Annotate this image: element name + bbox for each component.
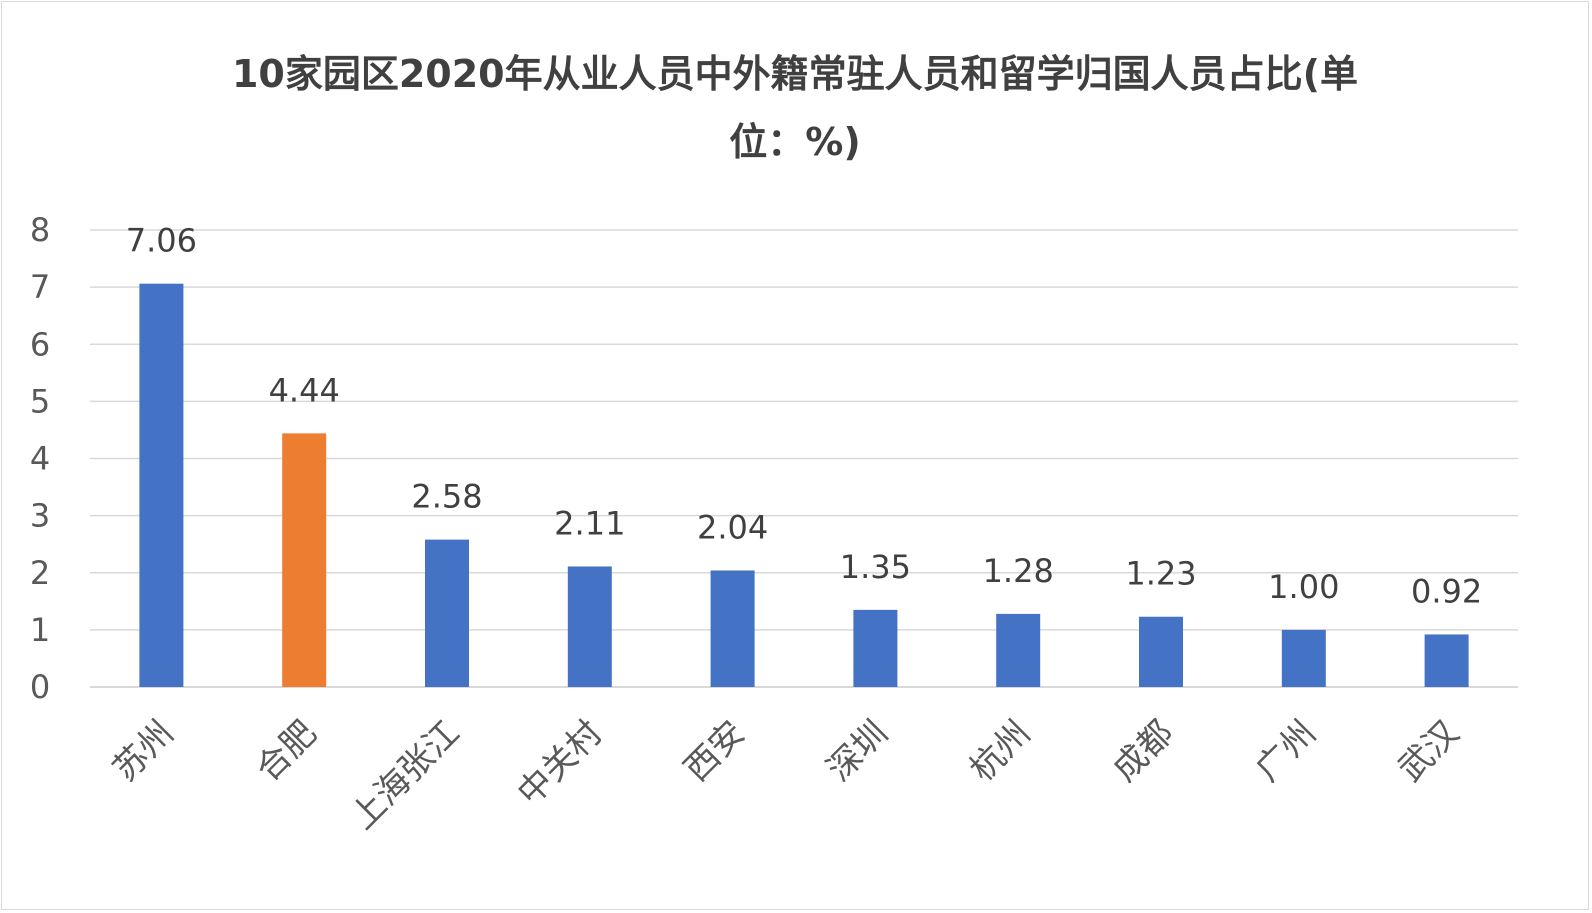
x-category-label: 成都 bbox=[1105, 713, 1181, 789]
y-tick-label: 8 bbox=[30, 211, 50, 249]
x-category-label: 武汉 bbox=[1391, 713, 1467, 789]
x-category-label: 深圳 bbox=[819, 713, 895, 789]
y-tick-label: 3 bbox=[30, 497, 50, 535]
bar bbox=[567, 566, 612, 687]
y-axis-ticks: 0 1 2 3 4 5 6 7 8 bbox=[30, 211, 50, 706]
data-label: 2.58 bbox=[411, 478, 482, 516]
x-category-label: 合肥 bbox=[248, 713, 324, 789]
bar bbox=[1281, 629, 1326, 687]
x-category-label: 苏州 bbox=[105, 713, 181, 789]
bar bbox=[710, 570, 755, 687]
data-label: 1.28 bbox=[983, 552, 1054, 590]
bar bbox=[853, 609, 898, 687]
bar bbox=[425, 539, 469, 687]
bars bbox=[139, 283, 1469, 687]
y-tick-label: 1 bbox=[30, 611, 50, 649]
x-category-label: 中关村 bbox=[510, 713, 610, 813]
y-tick-label: 7 bbox=[30, 268, 50, 306]
data-labels: 7.06 4.44 2.58 2.11 2.04 1.35 1.28 1.23 1.00 0.92 bbox=[126, 222, 1482, 611]
bar bbox=[996, 613, 1041, 687]
chart-title-line1: 10家园区2020年从业人员中外籍常驻人员和留学归国人员占比(单 bbox=[231, 52, 1358, 96]
bar bbox=[139, 283, 184, 687]
x-category-label: 杭州 bbox=[962, 713, 1038, 789]
data-label: 2.11 bbox=[554, 504, 625, 542]
y-tick-label: 2 bbox=[30, 554, 50, 592]
data-label: 1.00 bbox=[1268, 568, 1339, 606]
x-category-label: 上海张江 bbox=[343, 713, 467, 837]
data-label: 2.04 bbox=[697, 508, 768, 546]
data-label: 1.35 bbox=[840, 548, 911, 586]
x-category-label: 广州 bbox=[1248, 713, 1324, 789]
x-axis-categories: 苏州 合肥 上海张江 中关村 西安 深圳 杭州 成都 广州 武汉 bbox=[105, 713, 1467, 837]
bar bbox=[282, 433, 327, 687]
gridlines bbox=[90, 229, 1518, 688]
y-tick-label: 6 bbox=[30, 325, 50, 363]
y-tick-label: 4 bbox=[30, 440, 50, 478]
data-label: 0.92 bbox=[1411, 572, 1482, 610]
data-label: 1.23 bbox=[1125, 555, 1196, 593]
data-label: 7.06 bbox=[126, 222, 197, 260]
chart-title-line2: 位：%) bbox=[729, 120, 861, 164]
bar bbox=[1139, 616, 1183, 687]
y-tick-label: 0 bbox=[30, 668, 50, 706]
data-label: 4.44 bbox=[269, 371, 340, 409]
x-category-label: 西安 bbox=[677, 713, 753, 789]
bar bbox=[1424, 634, 1469, 687]
y-tick-label: 5 bbox=[30, 382, 50, 420]
